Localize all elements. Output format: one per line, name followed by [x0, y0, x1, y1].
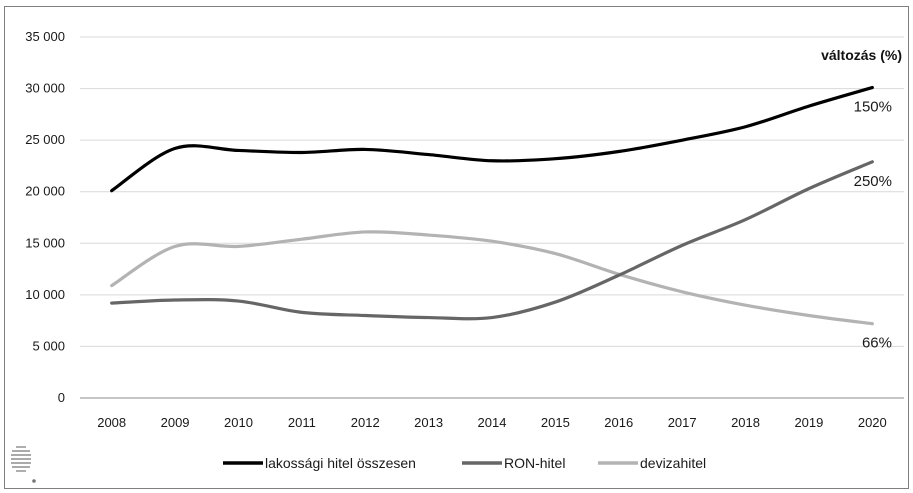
y-tick-label: 20 000 — [25, 184, 65, 199]
gridlines — [80, 36, 904, 399]
x-tick-label: 2013 — [414, 415, 443, 430]
x-tick-label: 2017 — [668, 415, 697, 430]
x-tick-label: 2020 — [858, 415, 887, 430]
y-axis-labels: 0 5 000 10 000 15 000 20 000 25 000 30 000 35 0… — [25, 29, 65, 405]
change-labels: 150% 250% 66% — [854, 99, 892, 352]
series-line-2 — [110, 160, 874, 321]
legend: lakossági hitel összesen RON-hitel devizah… — [223, 455, 706, 471]
series-line-1 — [110, 85, 874, 193]
change-label-3: 66% — [862, 335, 892, 352]
y-tick-label: 10 000 — [25, 287, 65, 302]
x-tick-label: 2018 — [731, 415, 760, 430]
x-tick-label: 2012 — [351, 415, 380, 430]
series-line-3 — [110, 230, 874, 326]
y-tick-label: 35 000 — [25, 29, 65, 44]
x-tick-label: 2010 — [224, 415, 253, 430]
legend-label-3: devizahitel — [640, 455, 706, 471]
x-tick-label: 2019 — [794, 415, 823, 430]
change-label-1: 150% — [854, 99, 892, 116]
change-annotation-title: változás (%) — [821, 47, 902, 63]
x-tick-label: 2016 — [604, 415, 633, 430]
x-tick-label: 2015 — [541, 415, 570, 430]
x-axis-labels: 2008 2009 2010 2011 2012 2013 2014 2015 2016 2017… — [97, 415, 887, 430]
y-tick-label: 0 — [58, 390, 65, 405]
y-tick-label: 5 000 — [32, 338, 65, 353]
chart-frame — [4, 6, 909, 489]
y-tick-label: 30 000 — [25, 81, 65, 96]
x-tick-label: 2009 — [161, 415, 190, 430]
y-tick-label: 25 000 — [25, 132, 65, 147]
x-tick-label: 2008 — [97, 415, 126, 430]
change-label-2: 250% — [854, 173, 892, 190]
y-tick-label: 15 000 — [25, 235, 65, 250]
x-tick-label: 2014 — [478, 415, 507, 430]
legend-label-2: RON-hitel — [504, 455, 565, 471]
logo-icon — [11, 446, 36, 483]
x-tick-label: 2011 — [288, 415, 316, 430]
legend-label-1: lakossági hitel összesen — [265, 455, 416, 471]
series-lines — [110, 85, 874, 326]
